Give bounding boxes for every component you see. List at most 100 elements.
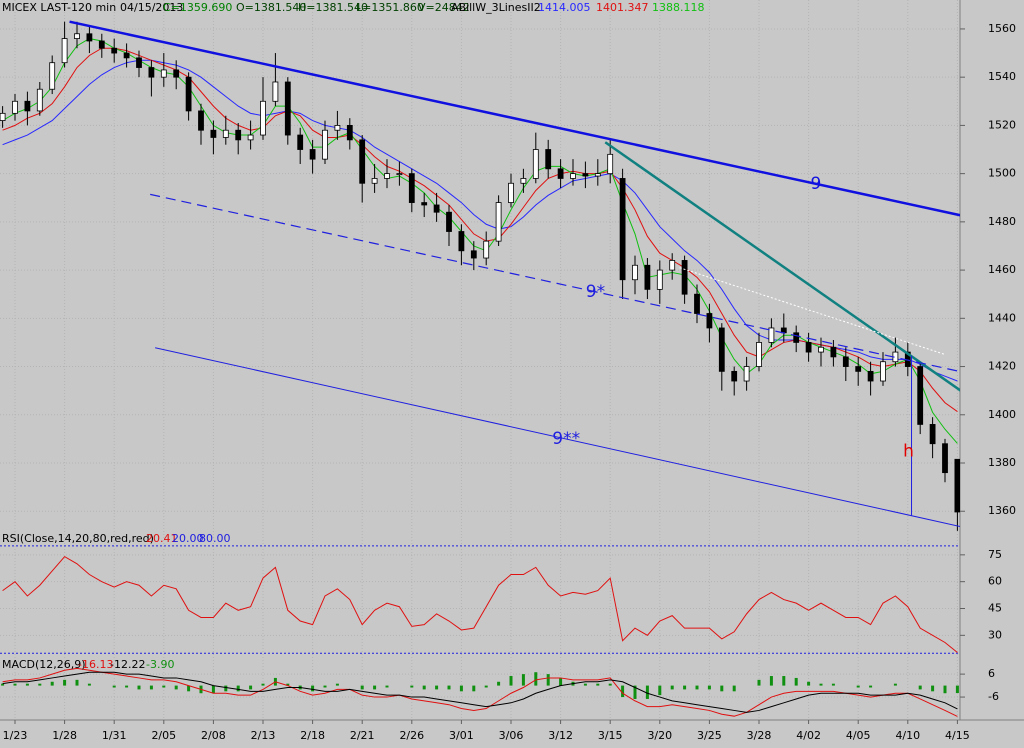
candle-body bbox=[929, 424, 936, 445]
histogram-bar bbox=[1, 683, 5, 686]
candle-body bbox=[495, 202, 502, 242]
trend-label: 9* bbox=[586, 282, 605, 302]
header-item: O=1381.540 bbox=[236, 1, 306, 14]
rsi-line bbox=[2, 555, 958, 653]
histogram-bar bbox=[670, 685, 674, 690]
candle-body bbox=[644, 264, 651, 290]
x-tick-label: 2/05 bbox=[151, 729, 176, 742]
histogram-bar bbox=[224, 685, 228, 692]
y-tick-label: 1460 bbox=[988, 263, 1016, 276]
histogram-bar bbox=[63, 679, 67, 686]
histogram-bar bbox=[819, 683, 823, 686]
y-tick-label: 1440 bbox=[988, 311, 1016, 324]
histogram-bar bbox=[373, 685, 377, 690]
x-tick-label: 4/02 bbox=[796, 729, 821, 742]
histogram-bar bbox=[447, 685, 451, 690]
candle-body bbox=[718, 327, 725, 372]
y-tick-label: -6 bbox=[988, 690, 999, 703]
candle-body bbox=[545, 149, 552, 170]
histogram-bar bbox=[831, 683, 835, 686]
histogram-bar bbox=[422, 685, 426, 690]
y-tick-label: 1360 bbox=[988, 504, 1016, 517]
x-tick-label: 2/26 bbox=[399, 729, 424, 742]
trend-line bbox=[69, 20, 960, 217]
candle-body bbox=[0, 112, 6, 121]
candle-body bbox=[582, 173, 589, 177]
y-tick-label: 30 bbox=[988, 628, 1002, 641]
histogram-bar bbox=[658, 685, 662, 696]
candle-body bbox=[86, 33, 93, 42]
candle-body bbox=[36, 88, 43, 112]
x-tick-label: 1/31 bbox=[102, 729, 127, 742]
candle-body bbox=[322, 129, 328, 160]
legend-value: -16.13 bbox=[78, 658, 113, 671]
chart-title: MICEX LAST-120 min bbox=[2, 1, 116, 14]
candle-body bbox=[669, 260, 676, 271]
histogram-bar bbox=[807, 681, 811, 686]
candle-body bbox=[532, 149, 539, 179]
histogram-bar bbox=[732, 685, 736, 692]
histogram-bar bbox=[534, 672, 538, 686]
x-tick-label: 3/15 bbox=[598, 729, 623, 742]
histogram-bar bbox=[38, 683, 42, 686]
histogram-bar bbox=[174, 685, 178, 690]
candle-body bbox=[247, 134, 254, 141]
x-tick-label: 1/28 bbox=[52, 729, 77, 742]
candle-body bbox=[508, 182, 514, 203]
candle-body bbox=[694, 293, 700, 314]
histogram-bar bbox=[497, 681, 501, 686]
histogram-bar bbox=[484, 685, 488, 688]
candle-body bbox=[260, 100, 266, 136]
histogram-bar bbox=[236, 685, 240, 692]
x-tick-label: 2/21 bbox=[350, 729, 375, 742]
histogram-bar bbox=[50, 681, 54, 686]
candle-body bbox=[346, 124, 353, 141]
candle-body bbox=[470, 250, 477, 259]
legend-value: 20.41 bbox=[146, 532, 178, 545]
y-tick-label: 75 bbox=[988, 548, 1002, 561]
histogram-bar bbox=[608, 683, 612, 686]
trend-label: h bbox=[903, 441, 914, 461]
candle-body bbox=[210, 129, 217, 138]
candle-body bbox=[731, 370, 738, 382]
x-tick-label: 4/10 bbox=[895, 729, 920, 742]
candle-body bbox=[272, 81, 279, 102]
candle-body bbox=[557, 168, 564, 179]
y-tick-label: 1520 bbox=[988, 118, 1016, 131]
candle-body bbox=[880, 361, 886, 382]
candle-body bbox=[136, 57, 142, 68]
level-label: 80.00 bbox=[199, 532, 231, 545]
macd-line bbox=[2, 667, 958, 717]
candle-body bbox=[98, 40, 105, 49]
candle-body bbox=[607, 153, 614, 175]
histogram-bar bbox=[621, 685, 625, 698]
histogram-bar bbox=[459, 685, 463, 692]
y-tick-label: 1420 bbox=[988, 360, 1016, 373]
candle-body bbox=[359, 139, 366, 184]
candle-body bbox=[49, 62, 56, 90]
header-item: H=1381.540 bbox=[298, 1, 368, 14]
candle-body bbox=[805, 342, 812, 353]
candle-body bbox=[681, 260, 688, 295]
histogram-bar bbox=[125, 685, 129, 688]
candle-body bbox=[123, 52, 130, 59]
level-label: 20.00 bbox=[172, 532, 204, 545]
histogram-bar bbox=[546, 674, 550, 686]
header-item: V=24842 bbox=[418, 1, 470, 14]
histogram-bar bbox=[782, 676, 786, 686]
y-tick-label: 1560 bbox=[988, 22, 1016, 35]
histogram-bar bbox=[261, 683, 265, 686]
candle-body bbox=[842, 356, 849, 367]
trend-line bbox=[155, 347, 960, 527]
legend-value: 1388.118 bbox=[652, 1, 705, 14]
y-tick-label: 45 bbox=[988, 601, 1002, 614]
histogram-bar bbox=[211, 685, 215, 694]
candle-body bbox=[12, 100, 18, 114]
candle-body bbox=[594, 173, 601, 177]
candle-body bbox=[334, 124, 341, 131]
candle-body bbox=[793, 332, 800, 343]
y-tick-label: 1480 bbox=[988, 215, 1016, 228]
y-tick-label: 1400 bbox=[988, 408, 1016, 421]
histogram-bar bbox=[249, 685, 253, 690]
